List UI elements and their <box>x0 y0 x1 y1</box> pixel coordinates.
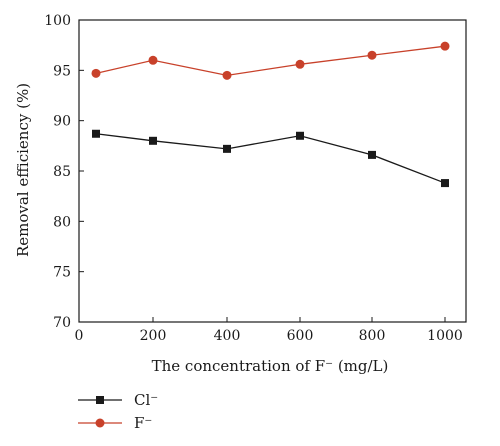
y-tick-label: 75 <box>53 265 71 281</box>
y-axis: 70 75 80 85 90 95 100 <box>44 13 84 331</box>
data-point <box>440 41 450 51</box>
series-cl <box>92 129 449 188</box>
y-tick-label: 90 <box>53 114 71 130</box>
series-line <box>95 133 446 184</box>
data-point <box>149 136 157 145</box>
data-point <box>222 70 232 80</box>
y-tick-label: 80 <box>53 214 71 230</box>
y-tick-label: 100 <box>44 13 71 29</box>
x-axis-title: The concentration of F⁻ (mg/L) <box>152 357 389 375</box>
series-f <box>91 41 450 80</box>
series-line <box>95 45 446 77</box>
data-point <box>368 150 376 159</box>
x-tick-label: 400 <box>214 328 241 344</box>
data-point <box>92 129 100 138</box>
legend-marker <box>95 418 105 428</box>
x-tick-label: 600 <box>287 328 314 344</box>
legend-item: F⁻ <box>78 414 152 432</box>
series-layer <box>91 41 450 188</box>
data-point <box>295 59 305 69</box>
data-point <box>148 55 158 65</box>
legend-label: F⁻ <box>134 414 152 432</box>
data-point <box>441 179 449 188</box>
x-tick-label: 1000 <box>427 328 463 344</box>
data-point <box>367 50 377 60</box>
legend-item: Cl⁻ <box>78 391 158 409</box>
plot-area <box>78 19 467 323</box>
x-axis: 0 200 400 600 800 1000 <box>75 317 463 344</box>
y-tick-label: 85 <box>53 164 71 180</box>
x-tick-label: 800 <box>359 328 386 344</box>
legend-label: Cl⁻ <box>134 391 158 409</box>
x-tick-label: 200 <box>140 328 167 344</box>
data-point <box>223 144 231 153</box>
y-tick-label: 95 <box>53 63 71 79</box>
data-point <box>91 68 101 78</box>
x-tick-label: 0 <box>75 328 84 344</box>
plot-border <box>78 19 467 323</box>
legend: Cl⁻ F⁻ <box>78 391 158 432</box>
legend-marker <box>96 396 104 404</box>
y-axis-title: Removal efficiency (%) <box>14 83 32 257</box>
data-point <box>296 131 304 140</box>
y-tick-label: 70 <box>53 315 71 331</box>
